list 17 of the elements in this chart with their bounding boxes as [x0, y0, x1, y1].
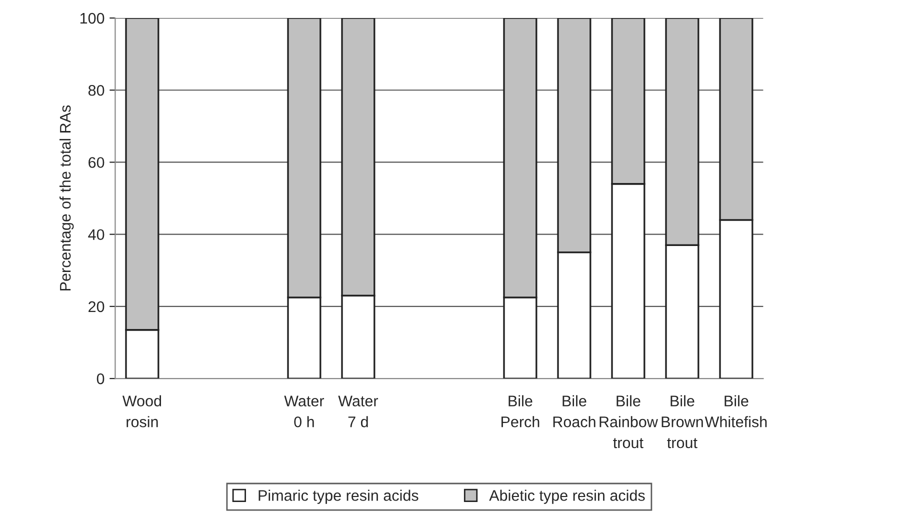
y-tick-label: 100 — [80, 12, 104, 24]
y-tick-label: 0 — [96, 373, 104, 384]
x-tick-label: Wood rosin — [122, 395, 162, 428]
x-tick-label: Bile Brown trout — [662, 395, 703, 448]
y-tick-label: 20 — [88, 301, 104, 312]
x-tick-label: Bile Whitefish — [704, 395, 767, 428]
x-tick-label: Water 7 d — [338, 396, 378, 428]
legend-label: Pimaric type resin acids — [258, 490, 418, 504]
legend-label: Abietic type resin acids — [489, 490, 645, 504]
y-tick-label: 40 — [88, 229, 104, 240]
x-tick-label: Water 0 h — [284, 396, 324, 428]
y-tick-label: 60 — [88, 157, 104, 168]
x-tick-label: Bile Roach — [553, 395, 596, 428]
x-tick-label: Bile Rainbow trout — [600, 395, 658, 448]
y-tick-label: 80 — [88, 84, 104, 96]
y-axis-title: Percentage of the total RAs — [60, 105, 74, 290]
x-tick-label: Bile Perch — [502, 395, 540, 428]
